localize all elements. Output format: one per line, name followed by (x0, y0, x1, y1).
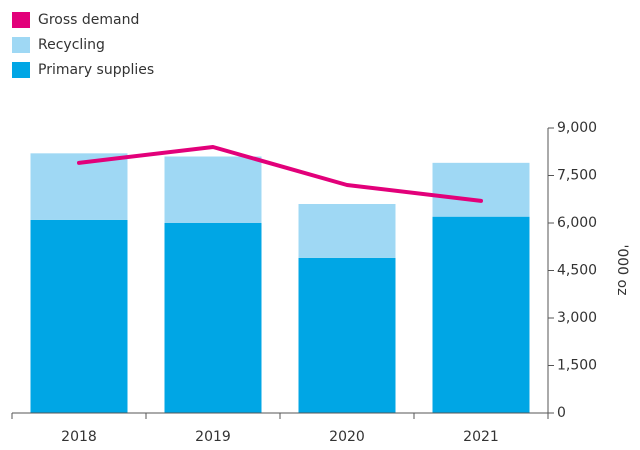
legend-label: Primary supplies (38, 62, 154, 78)
y-axis-label: '000 oz (614, 245, 630, 296)
bar (164, 156, 262, 223)
x-tick-label: 2020 (329, 429, 365, 445)
line (77, 145, 483, 203)
bar (432, 162, 530, 217)
y-tick-label: 4,500 (557, 263, 597, 279)
bar (432, 216, 530, 413)
legend-label: Recycling (38, 37, 105, 53)
x-tick-label: 2021 (463, 429, 499, 445)
y-tick-label: 0 (557, 405, 566, 421)
y-tick-label: 7,500 (557, 168, 597, 184)
y-tick-label: 1,500 (557, 358, 597, 374)
bar (298, 204, 396, 258)
y-tick-label: 9,000 (557, 120, 597, 136)
legend-swatch (12, 12, 30, 28)
x-tick-label: 2018 (61, 429, 97, 445)
bar (30, 219, 128, 413)
legend-label: Gross demand (38, 12, 139, 28)
legend-swatch (12, 62, 30, 78)
y-tick-label: 6,000 (557, 215, 597, 231)
y-tick-label: 3,000 (557, 310, 597, 326)
bar (298, 257, 396, 413)
x-tick-label: 2019 (195, 429, 231, 445)
bar (164, 223, 262, 413)
legend-swatch (12, 37, 30, 53)
